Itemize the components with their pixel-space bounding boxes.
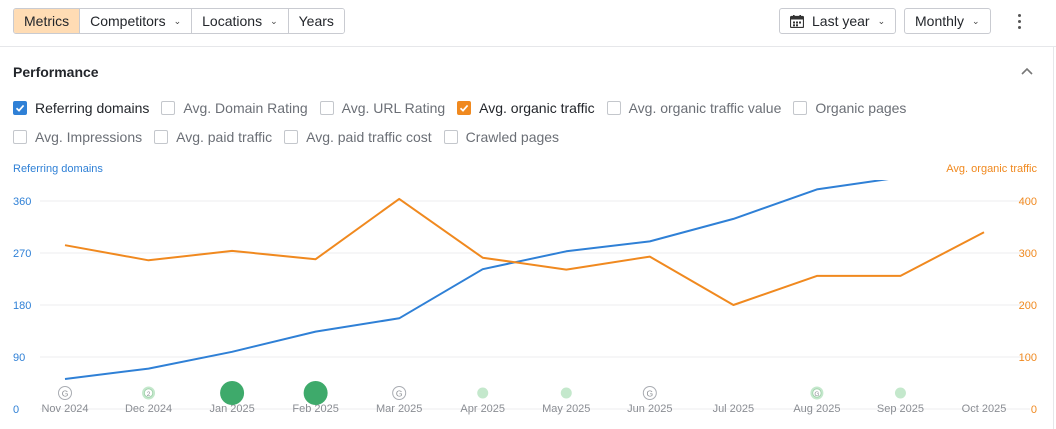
metric-label: Avg. organic traffic [479, 100, 595, 116]
vertical-dots-icon[interactable] [1010, 10, 1028, 32]
left-tick-label: 0 [13, 404, 19, 416]
event-badge-ring [812, 388, 822, 398]
metric-option[interactable]: Avg. URL Rating [319, 98, 446, 118]
left-axis-title: Referring domains [13, 163, 103, 175]
google-update-icon [392, 386, 407, 400]
x-tick-label: Jul 2025 [713, 403, 755, 415]
metric-label: Avg. Impressions [35, 129, 143, 145]
left-tick-label: 180 [13, 300, 31, 312]
tab-locations[interactable]: Locations ⌄ [192, 9, 289, 33]
calendar-icon [789, 14, 805, 28]
metric-option[interactable]: Avg. Impressions [13, 127, 142, 147]
metric-label: Avg. paid traffic [176, 129, 273, 145]
toolbar: Metrics Competitors ⌄ Locations ⌄ Years Last … [0, 0, 1056, 46]
event-marker-large [220, 381, 245, 405]
chevron-down-icon: ⌄ [877, 15, 886, 26]
series-line [64, 197, 985, 306]
event-badge-ring [143, 388, 154, 398]
metric-option[interactable]: Avg. organic traffic value [606, 98, 782, 118]
metric-option[interactable]: Referring domains [13, 98, 149, 118]
toolbar-divider [0, 46, 1056, 47]
x-tick-label: Aug 2025 [793, 403, 840, 415]
chevron-up-icon[interactable] [1018, 62, 1036, 80]
x-tick-label: May 2025 [542, 403, 590, 415]
tab-metrics[interactable]: Metrics [14, 9, 81, 33]
right-tick-label: 100 [1019, 352, 1037, 364]
metric-option[interactable]: Crawled pages [443, 127, 560, 147]
metric-label: Avg. Domain Rating [183, 100, 308, 116]
date-range-label: Last year [812, 13, 870, 29]
metrics-row: Avg. Impressions Avg. paid traffic Avg. pa… [13, 127, 1043, 147]
checkbox-icon[interactable] [793, 101, 808, 115]
tab-label: Competitors [90, 13, 166, 29]
event-marker-small [894, 387, 906, 399]
x-tick-label: Nov 2024 [41, 403, 88, 415]
event-badge-label: 2 [147, 391, 151, 398]
google-update-icon [58, 386, 72, 400]
view-segmented-control: Metrics Competitors ⌄ Locations ⌄ Years [13, 8, 345, 34]
right-axis-title: Avg. organic traffic [946, 163, 1037, 175]
panel-title: Performance [13, 64, 99, 80]
tab-competitors[interactable]: Competitors ⌄ [80, 9, 193, 33]
checkbox-icon[interactable] [161, 101, 176, 115]
left-tick-label: 360 [13, 196, 31, 208]
google-update-label: G [62, 388, 69, 398]
right-tick-label: 400 [1019, 196, 1037, 208]
checkbox-icon[interactable] [154, 130, 169, 144]
event-marker-small [477, 387, 489, 399]
panel-border [1053, 46, 1054, 429]
metric-label: Referring domains [35, 100, 150, 116]
metrics-row: Referring domains Avg. Domain Rating Avg. … [13, 98, 1043, 118]
x-tick-label: Oct 2025 [962, 403, 1007, 415]
left-tick-label: 270 [13, 248, 31, 260]
metric-option[interactable]: Organic pages [793, 98, 906, 118]
tab-years[interactable]: Years [288, 9, 344, 33]
tab-label: Locations [202, 13, 263, 29]
metric-option[interactable]: Avg. Domain Rating [161, 98, 308, 118]
google-update-label: G [647, 388, 654, 398]
metric-label: Avg. paid traffic cost [306, 129, 432, 145]
x-tick-label: Sep 2025 [877, 403, 924, 415]
checkbox-icon[interactable] [319, 101, 334, 115]
chevron-down-icon: ⌄ [270, 16, 278, 26]
performance-chart: 0 90 180 270 360 0 100 200 300 400 Nov 2024 Dec 202… [13, 180, 1037, 416]
metric-label: Avg. organic traffic value [628, 100, 782, 116]
checkbox-icon[interactable] [284, 130, 299, 144]
interval-dropdown[interactable]: Monthly ⌄ [904, 8, 991, 34]
series-line [64, 180, 889, 380]
right-tick-label: 200 [1019, 300, 1037, 312]
x-tick-label: Dec 2024 [125, 403, 172, 415]
checkbox-checked-icon[interactable] [13, 101, 27, 115]
metric-label: Organic pages [815, 100, 907, 116]
tab-label: Years [298, 13, 334, 29]
x-tick-label: Jun 2025 [627, 403, 672, 415]
metric-option[interactable]: Avg. organic traffic [457, 98, 595, 118]
left-tick-label: 90 [13, 352, 25, 364]
interval-label: Monthly [915, 13, 965, 29]
metric-label: Avg. URL Rating [341, 100, 446, 116]
x-tick-label: Mar 2025 [376, 403, 422, 415]
checkbox-checked-icon[interactable] [457, 101, 472, 115]
metric-label: Crawled pages [465, 129, 560, 145]
checkbox-icon[interactable] [443, 130, 458, 144]
x-tick-label: Apr 2025 [460, 403, 505, 415]
event-marker-small [560, 387, 572, 399]
x-tick-label: Jan 2025 [209, 403, 254, 415]
x-tick-label: Feb 2025 [292, 403, 338, 415]
right-tick-label: 300 [1019, 248, 1037, 260]
checkbox-icon[interactable] [606, 101, 621, 115]
checkbox-icon[interactable] [13, 130, 27, 144]
event-badge-label: G [814, 391, 819, 398]
tab-label: Metrics [24, 13, 70, 29]
chevron-down-icon: ⌄ [972, 15, 980, 26]
right-tick-label: 0 [1031, 404, 1037, 416]
metric-option[interactable]: Avg. paid traffic cost [284, 127, 432, 147]
google-update-icon [642, 386, 657, 400]
metric-option[interactable]: Avg. paid traffic [154, 127, 272, 147]
chevron-down-icon: ⌄ [173, 16, 182, 26]
metrics-selector: Referring domains Avg. Domain Rating Avg. … [13, 98, 1043, 156]
event-marker-large [303, 381, 328, 405]
date-range-dropdown[interactable]: Last year ⌄ [779, 8, 897, 34]
google-update-label: G [396, 388, 403, 398]
